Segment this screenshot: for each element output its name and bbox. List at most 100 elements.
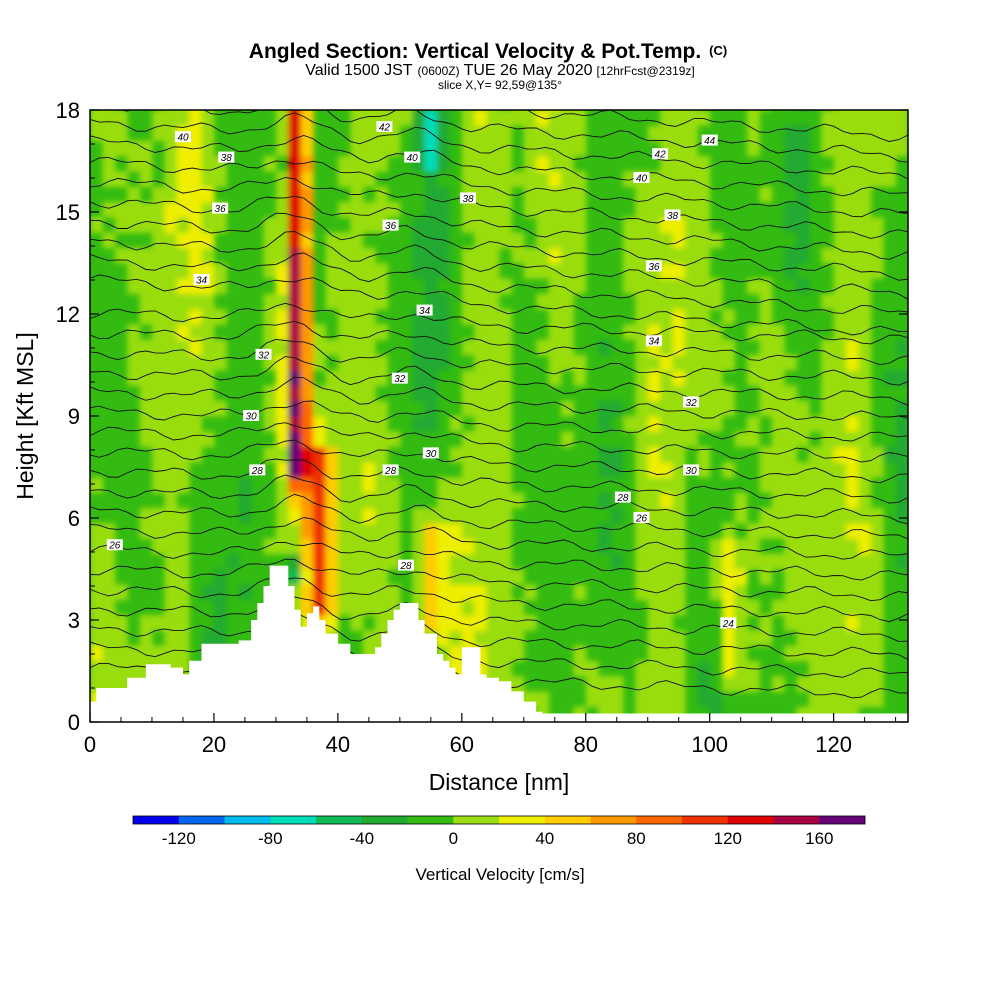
velocity-cell bbox=[387, 110, 401, 111]
velocity-cell bbox=[313, 569, 327, 585]
velocity-cell bbox=[164, 110, 178, 126]
velocity-cell bbox=[461, 569, 475, 585]
velocity-cell bbox=[238, 492, 252, 509]
velocity-cell bbox=[152, 523, 165, 539]
isentrope-label: 32 bbox=[255, 348, 272, 361]
velocity-cell bbox=[846, 110, 859, 126]
velocity-cell bbox=[858, 645, 872, 662]
velocity-cell bbox=[486, 110, 500, 126]
velocity-cell bbox=[375, 293, 389, 310]
velocity-cell bbox=[213, 630, 227, 647]
velocity-cell bbox=[660, 584, 674, 601]
velocity-cell bbox=[189, 293, 203, 310]
velocity-cell bbox=[511, 492, 525, 509]
velocity-cell bbox=[846, 140, 859, 157]
isentrope-label: 28 bbox=[398, 559, 414, 572]
velocity-cell bbox=[437, 308, 450, 325]
velocity-cell bbox=[548, 186, 562, 203]
velocity-cell bbox=[189, 125, 203, 142]
velocity-cell bbox=[573, 584, 587, 601]
velocity-cell bbox=[796, 416, 810, 432]
velocity-cell bbox=[635, 553, 649, 570]
velocity-cell bbox=[288, 431, 302, 448]
colorbar-swatch bbox=[133, 816, 179, 824]
velocity-cell bbox=[300, 110, 314, 111]
velocity-cell bbox=[536, 110, 550, 111]
velocity-cell bbox=[102, 645, 116, 662]
colorbar-frame bbox=[132, 815, 866, 825]
velocity-cell bbox=[722, 584, 736, 601]
velocity-cell bbox=[523, 125, 537, 142]
isentrope-label-bg bbox=[404, 151, 421, 163]
velocity-cell bbox=[164, 400, 178, 417]
velocity-cell bbox=[139, 140, 153, 157]
velocity-cell bbox=[697, 308, 711, 325]
velocity-cell bbox=[647, 569, 661, 585]
velocity-cell bbox=[858, 110, 872, 111]
colorbar-title: Vertical Velocity [cm/s] bbox=[415, 865, 584, 884]
velocity-cell bbox=[325, 293, 339, 310]
velocity-cell bbox=[697, 201, 711, 218]
velocity-cell bbox=[275, 431, 289, 448]
isentrope-label-text: 32 bbox=[258, 350, 270, 361]
velocity-cell bbox=[176, 446, 190, 463]
velocity-cell bbox=[647, 614, 661, 631]
velocity-cell bbox=[139, 278, 153, 295]
velocity-cell bbox=[622, 278, 636, 295]
velocity-cell bbox=[660, 676, 674, 692]
velocity-cell bbox=[325, 569, 339, 585]
isentrope-label-bg bbox=[212, 202, 229, 214]
velocity-cell bbox=[114, 140, 128, 157]
velocity-cell bbox=[288, 140, 302, 157]
velocity-cell bbox=[461, 385, 475, 402]
velocity-cell bbox=[536, 232, 550, 249]
velocity-cell bbox=[337, 201, 351, 218]
isentrope-label-text: 36 bbox=[648, 262, 660, 273]
velocity-cell bbox=[139, 507, 153, 524]
velocity-cell bbox=[176, 538, 190, 555]
velocity-cell bbox=[486, 171, 500, 188]
velocity-cell bbox=[474, 538, 488, 555]
velocity-cell bbox=[474, 278, 488, 295]
velocity-cell bbox=[337, 293, 351, 310]
velocity-cell bbox=[412, 354, 426, 371]
isentrope-label: 38 bbox=[664, 209, 681, 222]
velocity-cell bbox=[808, 691, 822, 708]
velocity-cell bbox=[784, 461, 798, 478]
velocity-cell bbox=[746, 140, 760, 157]
isentrope-label-bg bbox=[683, 396, 700, 408]
velocity-cell bbox=[437, 584, 450, 601]
velocity-cell bbox=[474, 155, 488, 172]
velocity-cell bbox=[660, 446, 674, 463]
velocity-cell bbox=[846, 263, 859, 279]
colorbar-label: -80 bbox=[258, 829, 283, 848]
velocity-cell bbox=[213, 354, 227, 371]
velocity-cell bbox=[424, 171, 438, 188]
velocity-cell bbox=[300, 569, 314, 585]
velocity-cell bbox=[424, 553, 438, 570]
velocity-cell bbox=[474, 507, 488, 524]
velocity-cell bbox=[164, 186, 178, 203]
isentrope-label-text: 34 bbox=[196, 276, 208, 287]
velocity-cell bbox=[164, 324, 178, 341]
velocity-cell bbox=[139, 308, 153, 325]
velocity-cell bbox=[870, 599, 884, 616]
velocity-cell bbox=[90, 217, 103, 233]
velocity-cell bbox=[536, 339, 550, 356]
velocity-cell bbox=[176, 431, 190, 448]
velocity-cell bbox=[647, 293, 661, 310]
isentrope-label-bg bbox=[652, 148, 669, 160]
velocity-cell bbox=[474, 523, 488, 539]
velocity-cell bbox=[684, 232, 698, 249]
velocity-cell bbox=[486, 110, 500, 111]
velocity-cell bbox=[771, 431, 785, 448]
velocity-cell bbox=[152, 308, 165, 325]
velocity-cell bbox=[152, 461, 165, 478]
velocity-cell bbox=[362, 171, 376, 188]
velocity-cell bbox=[424, 507, 438, 524]
velocity-cell bbox=[821, 691, 835, 708]
velocity-cell bbox=[437, 630, 450, 647]
isentrope-line bbox=[90, 458, 908, 504]
velocity-cell bbox=[300, 155, 314, 172]
colorbar-swatch bbox=[453, 816, 500, 824]
